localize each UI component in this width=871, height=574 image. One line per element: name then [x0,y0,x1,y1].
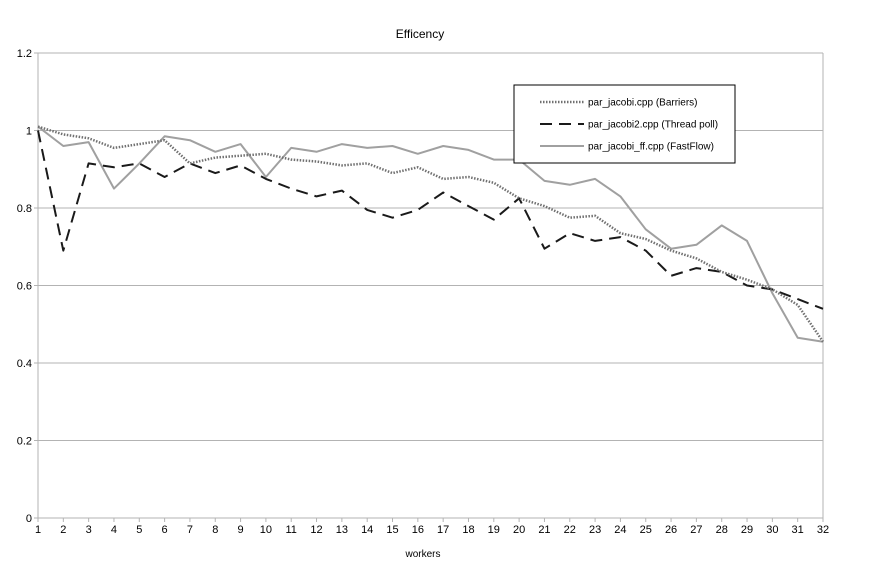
x-tick-label: 15 [386,524,398,536]
x-tick-labels: 1 2 3 4 5 6 7 8 9 10 11 12 13 14 15 16 17 18 19 20 21 22 23 24 2… [35,524,829,536]
x-tick-label: 25 [640,524,652,536]
x-tick-label: 20 [513,524,525,536]
x-tick-label: 31 [792,524,804,536]
x-tick-label: 9 [238,524,244,536]
x-tick-label: 23 [589,524,601,536]
x-tick-label: 5 [136,524,142,536]
x-tick-label: 29 [741,524,753,536]
x-tick-label: 1 [35,524,41,536]
x-tick-label: 14 [361,524,373,536]
series-lines [37,125,825,343]
x-tick-label: 3 [86,524,92,536]
x-tick-label: 19 [488,524,500,536]
x-tick-label: 7 [187,524,193,536]
legend-label-1: par_jacobi.cpp (Barriers) [588,98,698,109]
y-tick-label: 0.6 [17,281,32,293]
y-tick-label: 0 [26,513,32,525]
x-tick-label: 32 [817,524,829,536]
series-line-1 [37,125,825,343]
chart-title: Efficency [396,27,444,41]
x-tick-label: 28 [716,524,728,536]
x-tick-label: 27 [690,524,702,536]
x-tick-label: 8 [212,524,218,536]
x-tick-label: 10 [260,524,272,536]
x-tick-label: 21 [538,524,550,536]
y-tick-label: 1 [26,126,32,138]
series-line-3 [37,125,824,343]
x-tick-label: 30 [766,524,778,536]
y-tick-label: 0.2 [17,436,32,448]
grid-lines [34,52,824,522]
series-line-2 [37,130,824,310]
x-tick-label: 22 [564,524,576,536]
y-tick-label: 0.8 [17,203,32,215]
y-tick-labels: 0 0.2 0.4 0.6 0.8 1 1.2 [17,48,32,525]
x-tick-label: 11 [286,524,297,536]
x-tick-label: 17 [437,524,449,536]
x-axis-label: workers [404,549,440,560]
legend-label-2: par_jacobi2.cpp (Thread poll) [588,120,718,131]
x-tick-label: 2 [60,524,66,536]
x-tick-label: 4 [111,524,117,536]
x-tick-label: 24 [614,524,626,536]
x-tick-label: 13 [336,524,348,536]
x-tick-label: 26 [665,524,677,536]
x-tick-label: 12 [310,524,322,536]
x-tick-label: 16 [412,524,424,536]
y-tick-label: 0.4 [17,358,32,370]
x-tick-label: 18 [462,524,474,536]
legend: par_jacobi.cpp (Barriers) par_jacobi2.cpp… [513,84,736,164]
y-tick-label: 1.2 [17,48,32,60]
legend-label-3: par_jacobi_ff.cpp (FastFlow) [588,142,714,153]
x-tick-label: 6 [162,524,168,536]
